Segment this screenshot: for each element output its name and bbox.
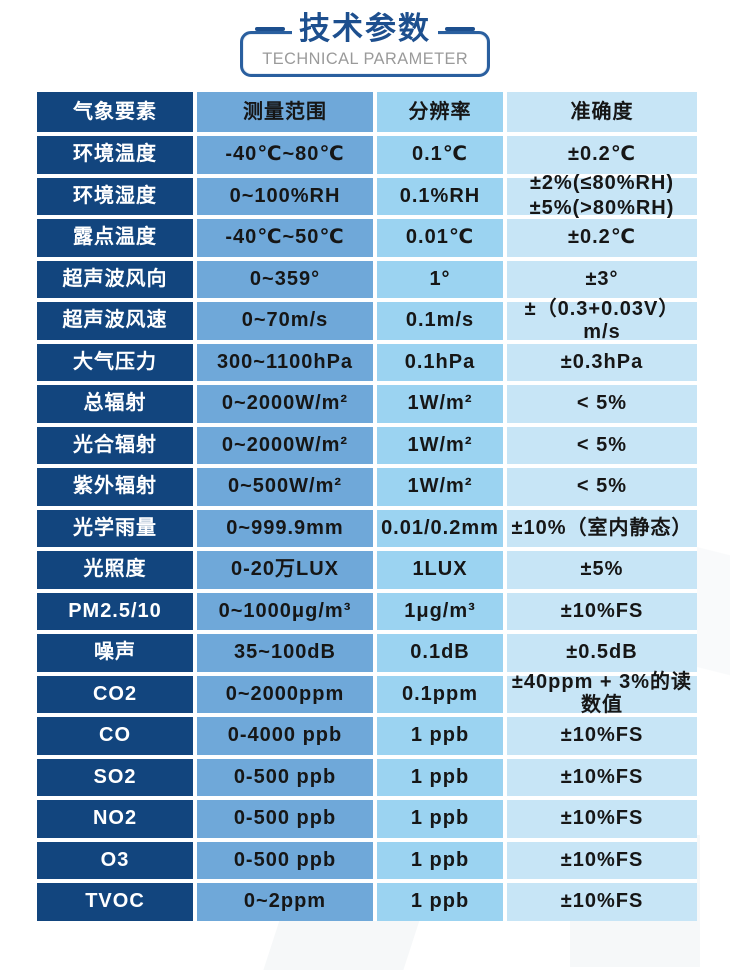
resolution-cell: 1LUX [377,551,503,589]
element-cell: O3 [37,841,193,879]
accuracy-cell: ±（0.3+0.03V）m/s [507,298,697,343]
range-cell: 0~999.9mm [197,509,373,547]
accuracy-cell: ±10%（室内静态） [507,509,697,547]
accuracy-cell: ±10%FS [507,592,697,630]
element-cell: 光学雨量 [37,509,193,547]
resolution-cell: 0.1dB [377,634,503,672]
range-cell: 0~2ppm [197,883,373,921]
element-cell: 大气压力 [37,343,193,381]
accuracy-cell: ±0.2℃ [507,136,697,174]
element-cell: 噪声 [37,634,193,672]
accuracy-cell: ±10%FS [507,758,697,796]
element-cell: SO2 [37,758,193,796]
page-subtitle: TECHNICAL PARAMETER [262,49,468,69]
element-cell: 光照度 [37,551,193,589]
accuracy-cell: ±10%FS [507,883,697,921]
column-header-range: 测量范围 [197,92,373,132]
resolution-cell: 0.1%RH [377,177,503,215]
accuracy-cell: ±2%(≤80%RH) ±5%(>80%RH) [507,172,697,219]
element-cell: TVOC [37,883,193,921]
range-cell: 0~500W/m² [197,468,373,506]
resolution-cell: 1W/m² [377,385,503,423]
spec-table: 气象要素 测量范围 分辨率 准确度 环境温度 -40℃~80℃ 0.1℃ ±0.… [37,92,697,921]
resolution-cell: 1 ppb [377,841,503,879]
range-cell: 0~2000W/m² [197,385,373,423]
element-cell: 光合辐射 [37,426,193,464]
element-cell: 紫外辐射 [37,468,193,506]
accuracy-cell: ±5% [507,551,697,589]
resolution-cell: 1° [377,260,503,298]
column-header-accuracy: 准确度 [507,92,697,132]
element-cell: CO2 [37,675,193,713]
resolution-cell: 1W/m² [377,426,503,464]
range-cell: 0~2000W/m² [197,426,373,464]
range-cell: 0~2000ppm [197,675,373,713]
element-cell: NO2 [37,800,193,838]
range-cell: -40℃~50℃ [197,219,373,257]
element-cell: 露点温度 [37,219,193,257]
accuracy-cell: ±40ppm + 3%的读数值 [507,671,697,716]
resolution-cell: 0.1hPa [377,343,503,381]
resolution-cell: 1W/m² [377,468,503,506]
resolution-cell: 1 ppb [377,758,503,796]
element-cell: 超声波风向 [37,260,193,298]
range-cell: 0-4000 ppb [197,717,373,755]
accuracy-cell: ±0.3hPa [507,343,697,381]
range-cell: -40℃~80℃ [197,136,373,174]
resolution-cell: 1μg/m³ [377,592,503,630]
accuracy-cell: ±10%FS [507,841,697,879]
range-cell: 0~70m/s [197,302,373,340]
accuracy-cell: ±10%FS [507,717,697,755]
element-cell: 总辐射 [37,385,193,423]
range-cell: 0-500 ppb [197,800,373,838]
element-cell: 超声波风速 [37,302,193,340]
resolution-cell: 0.01℃ [377,219,503,257]
accuracy-cell: ±10%FS [507,800,697,838]
column-header-element: 气象要素 [37,92,193,132]
accuracy-cell: < 5% [507,468,697,506]
range-cell: 0~100%RH [197,177,373,215]
accuracy-cell: ±3° [507,260,697,298]
accuracy-cell: ±0.2℃ [507,219,697,257]
accuracy-cell: < 5% [507,426,697,464]
element-cell: 环境湿度 [37,177,193,215]
title-zh-row: 技术参数 [255,11,475,47]
title-left-rule [255,27,285,32]
resolution-cell: 1 ppb [377,883,503,921]
title-block: 技术参数 TECHNICAL PARAMETER [0,11,730,78]
accuracy-cell: ±0.5dB [507,634,697,672]
range-cell: 0-20万LUX [197,551,373,589]
resolution-cell: 0.01/0.2mm [377,509,503,547]
range-cell: 0-500 ppb [197,841,373,879]
resolution-cell: 0.1m/s [377,302,503,340]
range-cell: 0-500 ppb [197,758,373,796]
resolution-cell: 1 ppb [377,800,503,838]
element-cell: PM2.5/10 [37,592,193,630]
element-cell: CO [37,717,193,755]
resolution-cell: 1 ppb [377,717,503,755]
range-cell: 0~359° [197,260,373,298]
resolution-cell: 0.1ppm [377,675,503,713]
range-cell: 35~100dB [197,634,373,672]
resolution-cell: 0.1℃ [377,136,503,174]
element-cell: 环境温度 [37,136,193,174]
page-title: 技术参数 [292,11,438,47]
accuracy-cell: < 5% [507,385,697,423]
title-right-rule [445,27,475,32]
column-header-resolution: 分辨率 [377,92,503,132]
range-cell: 0~1000μg/m³ [197,592,373,630]
range-cell: 300~1100hPa [197,343,373,381]
